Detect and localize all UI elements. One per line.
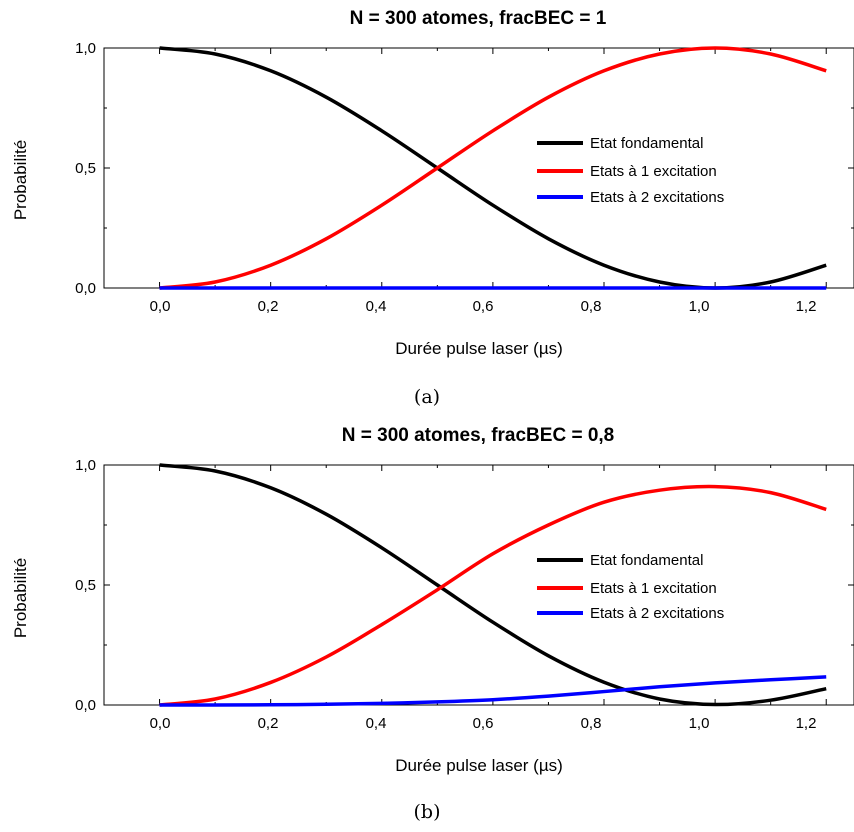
figure-caption: (b) (414, 801, 441, 823)
x-tick-label: 1,2 (796, 298, 817, 315)
series-line-0 (159, 463, 827, 707)
plot-frame (103, 464, 854, 706)
chart-title: N = 300 atomes, fracBEC = 1 (350, 8, 607, 29)
x-tick-label: 1,0 (689, 715, 710, 732)
legend-label: Etat fondamental (590, 135, 703, 152)
series-line-2 (159, 675, 827, 707)
x-tick-label: 0,8 (581, 715, 602, 732)
chart-title: N = 300 atomes, fracBEC = 0,8 (342, 425, 614, 446)
y-tick-label: 1,0 (75, 40, 96, 57)
data-lines (159, 46, 827, 290)
legend-label: Etats à 1 excitation (590, 580, 717, 597)
x-tick-label: 0,0 (150, 715, 171, 732)
series-line-0 (159, 46, 827, 290)
legend-label: Etats à 2 excitations (590, 605, 724, 622)
x-tick-label: 1,0 (689, 298, 710, 315)
x-tick-label: 1,2 (796, 715, 817, 732)
legend: Etat fondamental Etats à 1 excitation Et… (537, 552, 724, 622)
y-tick-label: 0,5 (75, 160, 96, 177)
data-lines (159, 463, 827, 707)
x-tick-label: 0,4 (366, 715, 387, 732)
x-tick-label: 0,6 (473, 298, 494, 315)
x-axis-label: Durée pulse laser (µs) (395, 756, 563, 775)
x-tick-label: 0,4 (366, 298, 387, 315)
legend-label: Etats à 1 excitation (590, 163, 717, 180)
axis-ticks (104, 464, 854, 706)
axis-ticks (104, 47, 854, 289)
x-tick-label: 0,0 (150, 298, 171, 315)
y-axis-label: Probabilité (11, 140, 30, 220)
chart-panel-a: N = 300 atomes, fracBEC = 1 0,0 0,2 0,4 … (11, 8, 854, 408)
legend: Etat fondamental Etats à 1 excitation Et… (537, 135, 724, 206)
y-tick-label: 0,0 (75, 697, 96, 714)
y-axis-label: Probabilité (11, 558, 30, 638)
x-tick-label: 0,8 (581, 298, 602, 315)
legend-label: Etat fondamental (590, 552, 703, 569)
y-tick-label: 1,0 (75, 457, 96, 474)
y-tick-label: 0,5 (75, 577, 96, 594)
figure-caption: (a) (414, 386, 440, 408)
legend-label: Etats à 2 excitations (590, 189, 724, 206)
y-tick-label: 0,0 (75, 280, 96, 297)
chart-panel-b: N = 300 atomes, fracBEC = 0,8 0,0 0,2 0,… (11, 425, 854, 823)
series-line-1 (159, 484, 827, 707)
series-line-1 (159, 46, 827, 290)
x-axis-label: Durée pulse laser (µs) (395, 339, 563, 358)
x-tick-label: 0,6 (473, 715, 494, 732)
x-tick-label: 0,2 (258, 715, 279, 732)
plot-frame (103, 47, 854, 289)
x-tick-label: 0,2 (258, 298, 279, 315)
